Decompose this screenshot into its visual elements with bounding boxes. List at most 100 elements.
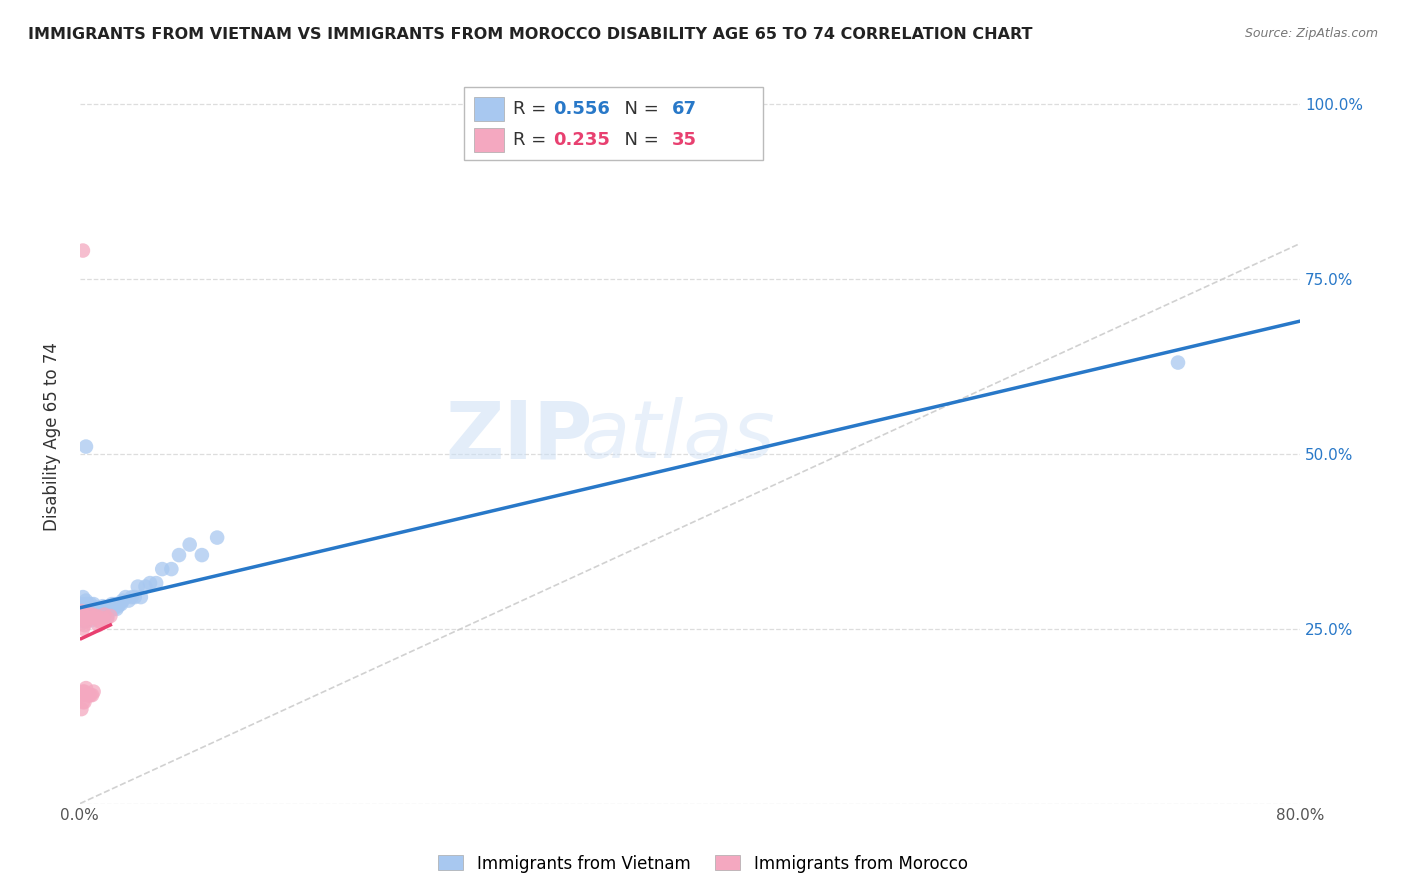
Point [77,607,100,622]
Text: N =: N = [613,100,665,118]
Point [90,609,112,624]
Point [83,684,105,698]
Point [73,615,96,629]
Point [96,609,118,624]
Point [70,702,93,716]
Point [124,590,146,604]
Point [205,531,228,545]
Point [79,609,101,624]
Point [89,602,111,616]
Point [73,604,96,618]
Point [84,609,107,624]
Point [86,600,108,615]
Point [93,607,115,622]
Text: IMMIGRANTS FROM VIETNAM VS IMMIGRANTS FROM MOROCCO DISABILITY AGE 65 TO 74 CORRE: IMMIGRANTS FROM VIETNAM VS IMMIGRANTS FR… [28,27,1032,42]
Point [103,602,125,616]
Point [167,548,190,562]
Point [72,597,94,611]
Point [79,597,101,611]
Point [73,695,96,709]
Point [72,244,94,258]
Point [73,600,96,615]
Point [70,604,93,618]
Point [107,599,129,614]
Point [80,607,103,622]
Text: ZIP: ZIP [446,397,592,475]
Point [73,611,96,625]
Point [84,602,107,616]
Point [91,606,114,620]
Point [77,611,100,625]
Point [76,604,98,618]
Point [96,602,118,616]
Point [110,597,132,611]
Point [90,615,112,629]
Point [101,597,124,611]
Point [191,548,214,562]
Text: 0.556: 0.556 [554,100,610,118]
Point [80,600,103,615]
Point [96,611,118,625]
Point [73,684,96,698]
Bar [474,97,505,120]
Point [77,599,100,614]
Point [75,611,97,625]
Point [91,611,114,625]
Point [79,604,101,618]
Point [105,602,128,616]
Point [75,615,97,629]
Point [87,618,110,632]
Point [134,580,156,594]
Point [83,597,105,611]
Point [83,611,105,625]
Text: 0.235: 0.235 [554,131,610,149]
Point [80,613,103,627]
Legend: Immigrants from Vietnam, Immigrants from Morocco: Immigrants from Vietnam, Immigrants from… [432,848,974,880]
Point [79,688,101,702]
Point [76,597,98,611]
Point [87,609,110,624]
Point [76,688,98,702]
Point [87,602,110,616]
Point [104,597,127,611]
Text: 67: 67 [672,100,696,118]
Text: 35: 35 [672,131,696,149]
Point [83,604,105,618]
Point [100,609,122,624]
Point [80,607,103,622]
Y-axis label: Disability Age 65 to 74: Disability Age 65 to 74 [44,342,60,531]
Point [72,684,94,698]
Point [150,562,173,576]
Point [118,593,141,607]
Bar [464,87,763,161]
Point [93,609,115,624]
Point [76,609,98,624]
Text: atlas: atlas [581,397,775,475]
Point [127,580,149,594]
Text: Source: ZipAtlas.com: Source: ZipAtlas.com [1244,27,1378,40]
Point [84,609,107,624]
Point [97,602,120,616]
Point [75,681,97,695]
Bar [474,128,505,152]
Text: N =: N = [613,131,665,149]
Point [94,606,117,620]
Point [139,576,162,591]
Point [72,622,94,636]
Text: R =: R = [513,131,553,149]
Point [1167,355,1189,369]
Point [89,615,111,629]
Point [72,607,94,622]
Point [75,602,97,616]
Point [73,618,96,632]
Point [80,688,103,702]
Point [129,590,152,604]
Point [70,607,93,622]
Point [89,609,111,624]
Point [75,611,97,625]
Point [86,607,108,622]
Point [160,562,183,576]
Point [79,611,101,625]
Point [108,597,131,611]
Point [75,440,97,454]
